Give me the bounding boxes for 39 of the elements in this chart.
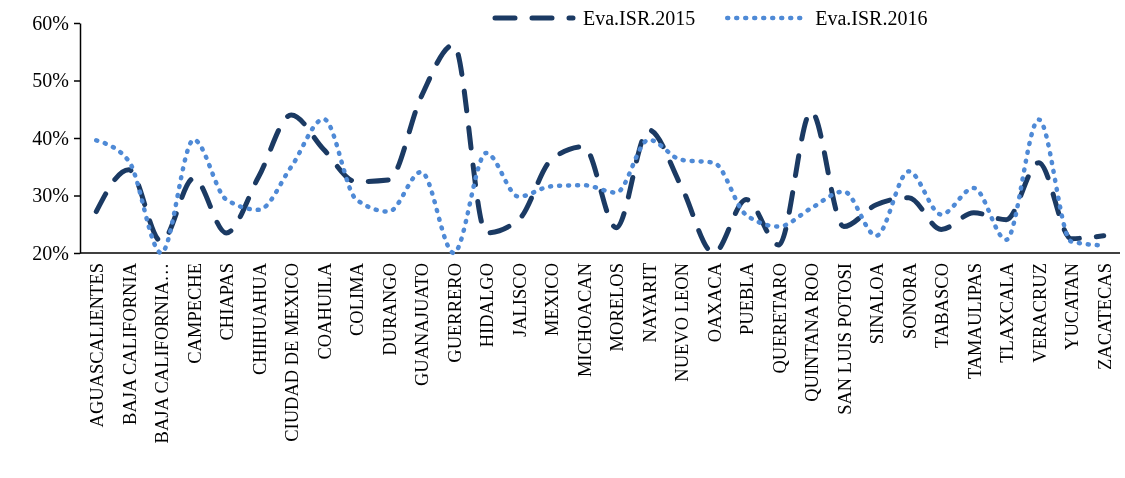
y-tick-label: 30% xyxy=(32,184,69,207)
y-tick-label: 20% xyxy=(32,241,69,264)
y-tick-label: 60% xyxy=(32,11,69,34)
x-tick-label: MORELOS xyxy=(607,263,628,352)
x-tick-label: ZACATECAS xyxy=(1094,263,1115,370)
x-tick-label: NUEVO LEON xyxy=(672,263,693,382)
x-tick-label: AGUASCALIENTES xyxy=(87,263,108,428)
x-tick-label: BAJA CALIFORNIA… xyxy=(152,263,173,444)
legend-label: Eva.ISR.2016 xyxy=(815,7,928,29)
x-tick-label: TABASCO xyxy=(932,263,953,348)
x-tick-label: SINALOA xyxy=(867,262,888,345)
legend-label: Eva.ISR.2015 xyxy=(583,7,696,29)
x-tick-label: GUANAJUATO xyxy=(412,263,433,386)
x-tick-label: MEXICO xyxy=(542,263,563,336)
x-tick-label: QUINTANA ROO xyxy=(802,263,823,402)
x-tick-label: BAJA CALIFORNIA xyxy=(119,262,140,425)
x-tick-label: COLIMA xyxy=(347,262,368,336)
x-tick-label: JALISCO xyxy=(509,263,530,338)
x-tick-label: TAMAULIPAS xyxy=(964,263,985,380)
y-tick-label: 50% xyxy=(32,69,69,92)
x-tick-label: CIUDAD DE MEXICO xyxy=(282,263,303,442)
x-tick-label: QUERETARO xyxy=(769,263,790,374)
x-tick-label: PUEBLA xyxy=(737,262,758,335)
x-tick-label: COAHUILA xyxy=(314,262,335,360)
x-tick-label: TLAXCALA xyxy=(997,262,1018,363)
x-tick-label: YUCATAN xyxy=(1062,263,1083,350)
x-tick-label: SONORA xyxy=(899,262,920,340)
x-tick-label: CHIHUAHUA xyxy=(249,262,270,376)
y-tick-label: 40% xyxy=(32,126,69,149)
x-tick-label: MICHOACAN xyxy=(574,263,595,378)
x-tick-label: SAN LUIS POTOSI xyxy=(834,263,855,415)
x-tick-label: NAYARIT xyxy=(639,263,660,343)
x-tick-label: GUERRERO xyxy=(444,263,465,363)
x-tick-label: HIDALGO xyxy=(477,263,498,348)
x-tick-label: CAMPECHE xyxy=(184,263,205,364)
x-tick-label: OAXACA xyxy=(704,262,725,343)
x-tick-label: VERACRUZ xyxy=(1029,263,1050,363)
x-tick-label: DURANGO xyxy=(379,263,400,356)
x-tick-label: CHIAPAS xyxy=(217,263,238,341)
